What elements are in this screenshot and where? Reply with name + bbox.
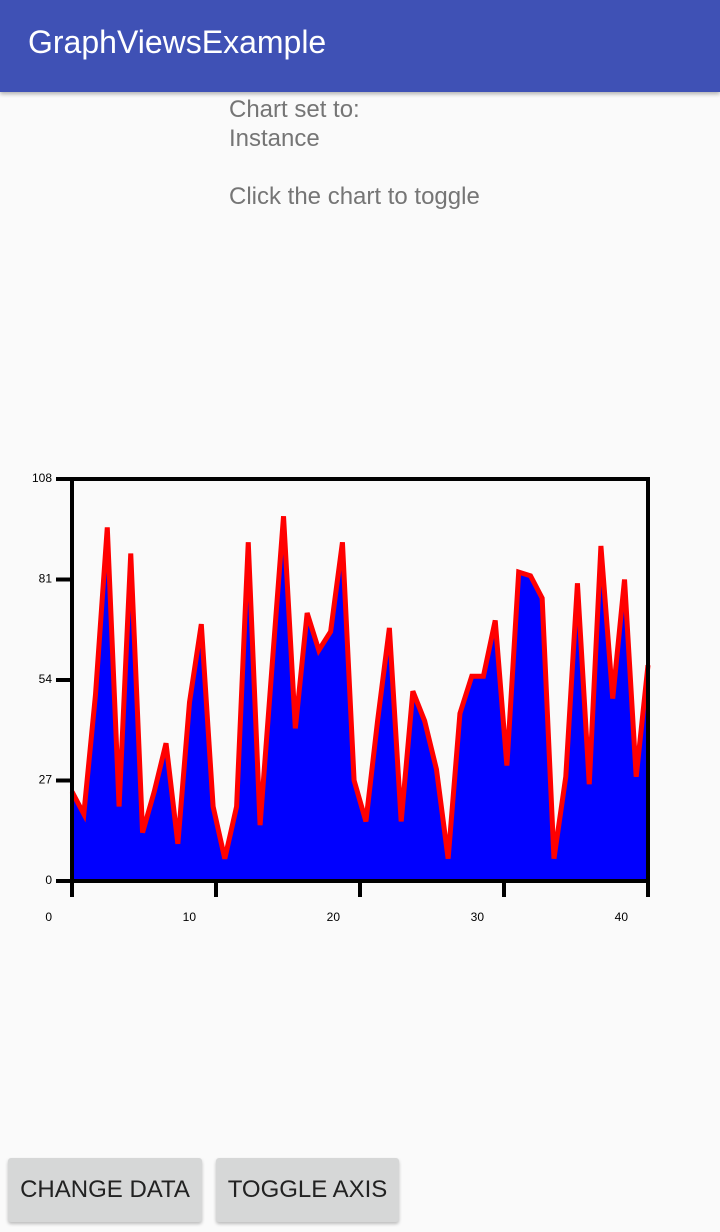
y-tick-label: 27: [39, 773, 53, 787]
area: [72, 516, 648, 881]
chart[interactable]: 0 27 54 81 108 0 10 20 30 40: [0, 0, 720, 960]
app-title: GraphViewsExample: [28, 24, 327, 60]
change-data-button[interactable]: CHANGE DATA: [8, 1158, 202, 1222]
app-bar: GraphViewsExample: [0, 0, 720, 92]
x-tick-label: 40: [615, 910, 629, 924]
line: [69, 516, 651, 860]
x-tick-label: 10: [183, 910, 197, 924]
status-value: Instance: [229, 125, 320, 152]
y-tick-label: 81: [39, 572, 53, 586]
y-tick-label: 0: [45, 873, 52, 887]
y-tick-label: 108: [32, 471, 52, 485]
x-tick-label: 20: [327, 910, 341, 924]
status-label: Chart set to:: [229, 96, 360, 123]
x-tick-label: 0: [45, 910, 52, 924]
hint: Click the chart to toggle: [229, 183, 480, 210]
y-tick-label: 54: [39, 672, 53, 686]
x-tick-label: 30: [471, 910, 485, 924]
toggle-axis-button[interactable]: TOGGLE AXIS: [216, 1158, 399, 1222]
